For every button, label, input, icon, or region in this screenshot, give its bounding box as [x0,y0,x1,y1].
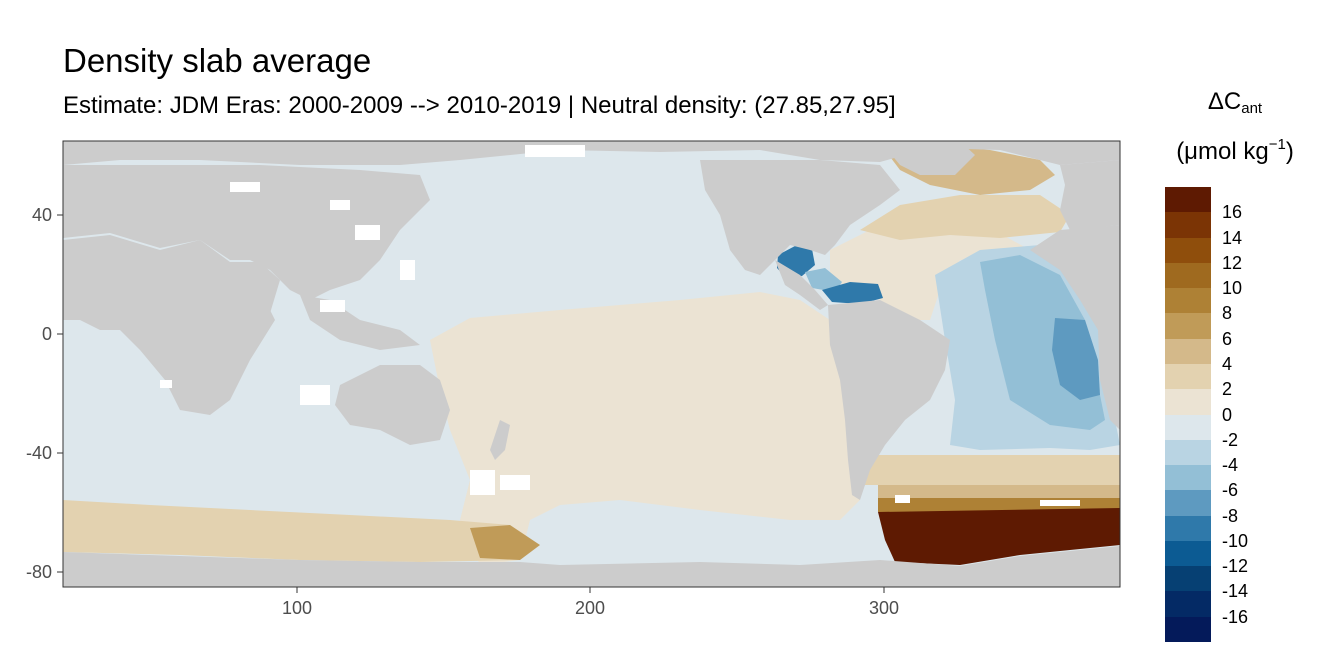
legend-title-symbol: ΔCant [1207,88,1263,117]
field-weddell [878,508,1120,565]
x-axis [296,587,885,593]
legend-label: -8 [1222,505,1239,526]
field-so-band-tan [878,485,1120,500]
panel-frame [62,140,1121,588]
legend-swatch [1165,490,1211,517]
legend-label: 12 [1222,252,1243,273]
land-australia [335,365,450,445]
land-africa [63,235,275,415]
legend-label: 14 [1222,227,1243,248]
legend-label: 6 [1222,328,1233,349]
legend-swatch [1165,439,1211,466]
land-africa-east [1030,225,1120,430]
land-greenland [880,141,975,175]
y-tick-label: -80 [26,562,52,582]
legend-label: -2 [1222,429,1239,450]
y-tick-label: 40 [32,205,52,225]
land-south-america [828,300,950,500]
plot-title: Density slab average [63,42,372,79]
legend-swatch [1165,262,1211,289]
legend-label: -4 [1222,455,1239,476]
legend-label: 16 [1222,202,1243,223]
legend-swatch [1165,616,1211,643]
legend-label: -10 [1222,530,1249,551]
legend-label: 0 [1222,404,1233,425]
field-so-band-beige [860,455,1120,485]
legend-swatch [1165,313,1211,340]
legend-swatch [1165,212,1211,239]
field-so-indo [63,500,520,562]
land-arctic [63,141,1120,165]
legend-swatch [1165,338,1211,365]
x-tick-label: 300 [869,598,899,618]
y-axis [57,214,63,573]
legend-swatch [1165,540,1211,567]
legend-swatch [1165,363,1211,390]
land-europe [1060,160,1120,230]
legend-swatch [1165,414,1211,441]
legend-label: 4 [1222,353,1233,374]
field-pacific-zero [430,292,860,565]
legend-swatch [1165,389,1211,415]
land-central-america [775,260,828,310]
legend-swatch [1165,591,1211,618]
missing-data-layer [160,145,1080,506]
land-north-america [700,160,900,275]
legend-label: -12 [1222,556,1249,577]
land-layer [63,141,1120,587]
y-tick-label: -40 [26,443,52,463]
land-nz [490,420,510,460]
legend-title-unit: (μmol kg−1) [1176,136,1294,165]
legend-label: -16 [1222,606,1249,627]
legend-swatch [1165,566,1211,592]
field-caribbean [805,268,842,292]
field-satl-8 [1052,318,1100,400]
x-tick-label: 100 [282,598,312,618]
x-tick-label: 200 [575,598,605,618]
y-tick-label: 0 [42,324,52,344]
legend-labels: 16 14 12 10 8 6 4 2 0 -2 -4 -6 -8 -10 -12 -14 -16 [1222,187,1322,642]
legend-swatch [1165,187,1211,213]
legend-swatch [1165,465,1211,491]
field-natl-tan [860,195,1070,240]
land-antarctica [63,546,1120,587]
legend-colorbar [1165,187,1211,643]
legend-label: 10 [1222,278,1243,299]
legend-label: -14 [1222,581,1249,602]
field-caribbean-deep [822,282,883,304]
legend-swatch [1165,288,1211,314]
legend-label: -6 [1222,480,1239,501]
legend-swatch [1165,515,1211,542]
plot-subtitle: Estimate: JDM Eras: 2000-2009 --> 2010-2… [63,92,896,119]
legend-label: 8 [1222,303,1233,324]
legend-swatch [1165,237,1211,264]
legend-label: 2 [1222,379,1233,400]
land-eurasia [63,165,430,300]
field-so-indo-dark [470,525,540,560]
land-india [230,262,280,330]
